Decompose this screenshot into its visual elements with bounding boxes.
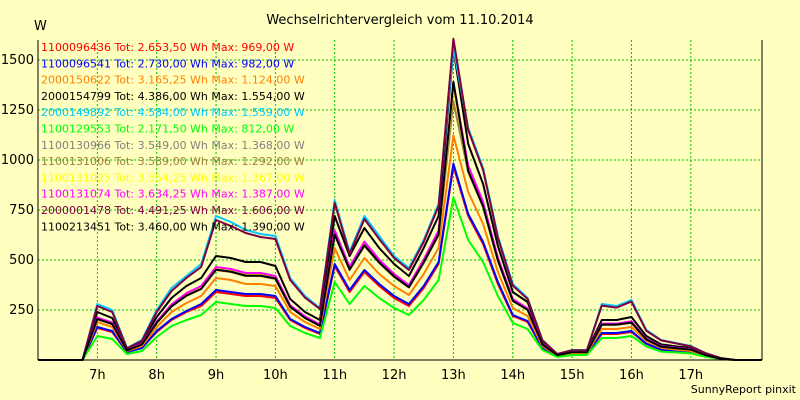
y-axis-label: W bbox=[34, 19, 47, 34]
x-tick-label-7h: 7h bbox=[89, 368, 106, 383]
footer-credit: SunnyReport pinxit bbox=[691, 383, 797, 396]
series-line-2000154799 bbox=[38, 48, 762, 361]
x-tick-label-8h: 8h bbox=[148, 368, 165, 383]
x-tick-label-16h: 16h bbox=[619, 368, 644, 383]
y-tick-label-500: 500 bbox=[9, 253, 34, 268]
series-line-2000001478 bbox=[38, 37, 762, 361]
legend-entry-2000154799: 2000154799 Tot: 4.386,00 Wh Max: 1.554,0… bbox=[41, 90, 305, 103]
legend-entry-1100131025: 1100131025 Tot: 3.554,25 Wh Max: 1.367,0… bbox=[41, 171, 305, 184]
legend-entry-1100130966: 1100130966 Tot: 3.549,00 Wh Max: 1.368,0… bbox=[41, 139, 305, 152]
x-tick-label-15h: 15h bbox=[560, 368, 585, 383]
y-tick-label-1500: 1500 bbox=[1, 53, 34, 68]
x-tick-label-11h: 11h bbox=[322, 368, 347, 383]
x-tick-label-14h: 14h bbox=[500, 368, 525, 383]
legend-entry-1100129553: 1100129553 Tot: 2.171,50 Wh Max: 812,00 … bbox=[41, 123, 294, 136]
x-tick-label-17h: 17h bbox=[678, 368, 703, 383]
legend-entry-1100096436: 1100096436 Tot: 2.653,50 Wh Max: 969,00 … bbox=[41, 41, 294, 54]
x-tick-label-12h: 12h bbox=[382, 368, 407, 383]
x-tick-label-9h: 9h bbox=[208, 368, 225, 383]
y-tick-label-1000: 1000 bbox=[1, 153, 34, 168]
legend-entry-1100131006: 1100131006 Tot: 3.589,00 Wh Max: 1.292,0… bbox=[41, 155, 305, 168]
legend-entry-2000149892: 2000149892 Tot: 4.584,00 Wh Max: 1.559,0… bbox=[41, 106, 305, 119]
series-line-2000150622 bbox=[38, 134, 762, 361]
series-line-1100213451 bbox=[38, 81, 762, 361]
chart-title: Wechselrichtervergleich vom 11.10.2014 bbox=[266, 13, 533, 28]
x-tick-label-10h: 10h bbox=[263, 368, 288, 383]
legend-entry-2000150622: 2000150622 Tot: 3.165,25 Wh Max: 1.124,0… bbox=[41, 74, 305, 87]
y-tick-label-1250: 1250 bbox=[1, 103, 34, 118]
x-tick-label-13h: 13h bbox=[441, 368, 466, 383]
legend-entry-1100213451: 1100213451 Tot: 3.460,00 Wh Max: 1.390,0… bbox=[41, 220, 305, 233]
legend-entry-2000001478: 2000001478 Tot: 4.491,25 Wh Max: 1.606,0… bbox=[41, 204, 305, 217]
y-tick-label-750: 750 bbox=[9, 203, 34, 218]
series-line-1100129553 bbox=[38, 196, 762, 361]
series-line-1100096541 bbox=[38, 162, 762, 361]
legend-entry-1100096541: 1100096541 Tot: 2.730,00 Wh Max: 982,00 … bbox=[41, 57, 294, 70]
y-tick-label-250: 250 bbox=[9, 303, 34, 318]
legend-entry-1100131074: 1100131074 Tot: 3.634,25 Wh Max: 1.387,0… bbox=[41, 188, 305, 201]
